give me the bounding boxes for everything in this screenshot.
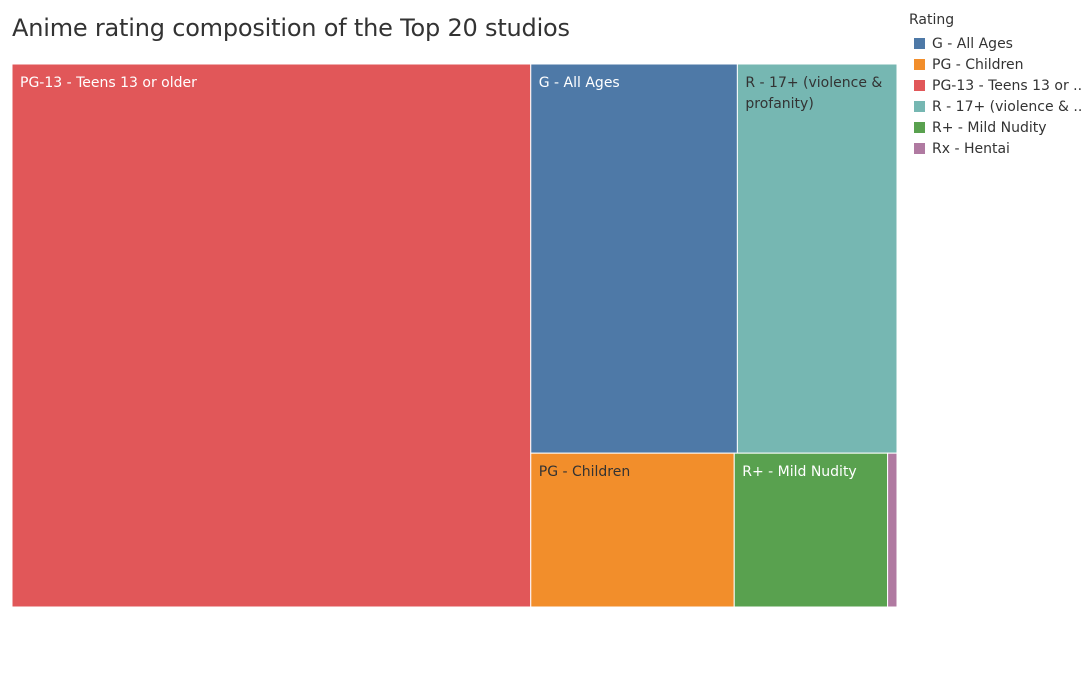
treemap-svg: PG-13 - Teens 13 or older G - All Ages R -… — [12, 64, 897, 607]
legend-swatch-rplus — [914, 122, 925, 133]
treemap-tile-pg13[interactable] — [12, 64, 532, 607]
legend: Rating G - All Ages PG - Children PG-13 … — [909, 11, 1084, 159]
treemap-label-r17-line1: R - 17+ (violence & — [745, 75, 882, 91]
chart-title: Anime rating composition of the Top 20 s… — [12, 14, 570, 42]
legend-swatch-pg13 — [914, 80, 925, 91]
legend-label-r17: R - 17+ (violence & .. — [932, 98, 1082, 115]
treemap-label-pg13: PG-13 - Teens 13 or older — [20, 75, 197, 91]
legend-title: Rating — [909, 12, 955, 28]
legend-item-rplus[interactable]: R+ - Mild Nudity — [909, 117, 1084, 138]
treemap-label-rplus: R+ - Mild Nudity — [742, 464, 857, 480]
legend-item-pg13[interactable]: PG-13 - Teens 13 or .. — [909, 75, 1084, 96]
legend-item-g[interactable]: G - All Ages — [909, 33, 1084, 54]
legend-item-r17[interactable]: R - 17+ (violence & .. — [909, 96, 1084, 117]
treemap-label-r17-line2: profanity) — [745, 96, 813, 112]
legend-swatch-r17 — [914, 101, 925, 112]
legend-swatch-rx — [914, 143, 925, 154]
legend-item-pg[interactable]: PG - Children — [909, 54, 1084, 75]
legend-label-pg13: PG-13 - Teens 13 or .. — [932, 77, 1082, 94]
legend-swatch-g — [914, 38, 925, 49]
treemap-tile-rx[interactable] — [887, 452, 897, 607]
treemap-label-g: G - All Ages — [539, 75, 620, 91]
legend-label-pg: PG - Children — [932, 56, 1024, 73]
legend-label-g: G - All Ages — [932, 35, 1013, 52]
treemap-label-pg: PG - Children — [539, 464, 631, 480]
treemap-tile-pg[interactable] — [530, 452, 735, 607]
treemap-tile-rplus[interactable] — [733, 452, 889, 607]
treemap: PG-13 - Teens 13 or older G - All Ages R -… — [12, 64, 897, 607]
legend-item-rx[interactable]: Rx - Hentai — [909, 138, 1084, 159]
treemap-tile-r17[interactable] — [736, 64, 897, 454]
legend-swatch-pg — [914, 59, 925, 70]
treemap-tile-g[interactable] — [530, 64, 738, 454]
legend-label-rx: Rx - Hentai — [932, 140, 1010, 157]
legend-label-rplus: R+ - Mild Nudity — [932, 119, 1047, 136]
